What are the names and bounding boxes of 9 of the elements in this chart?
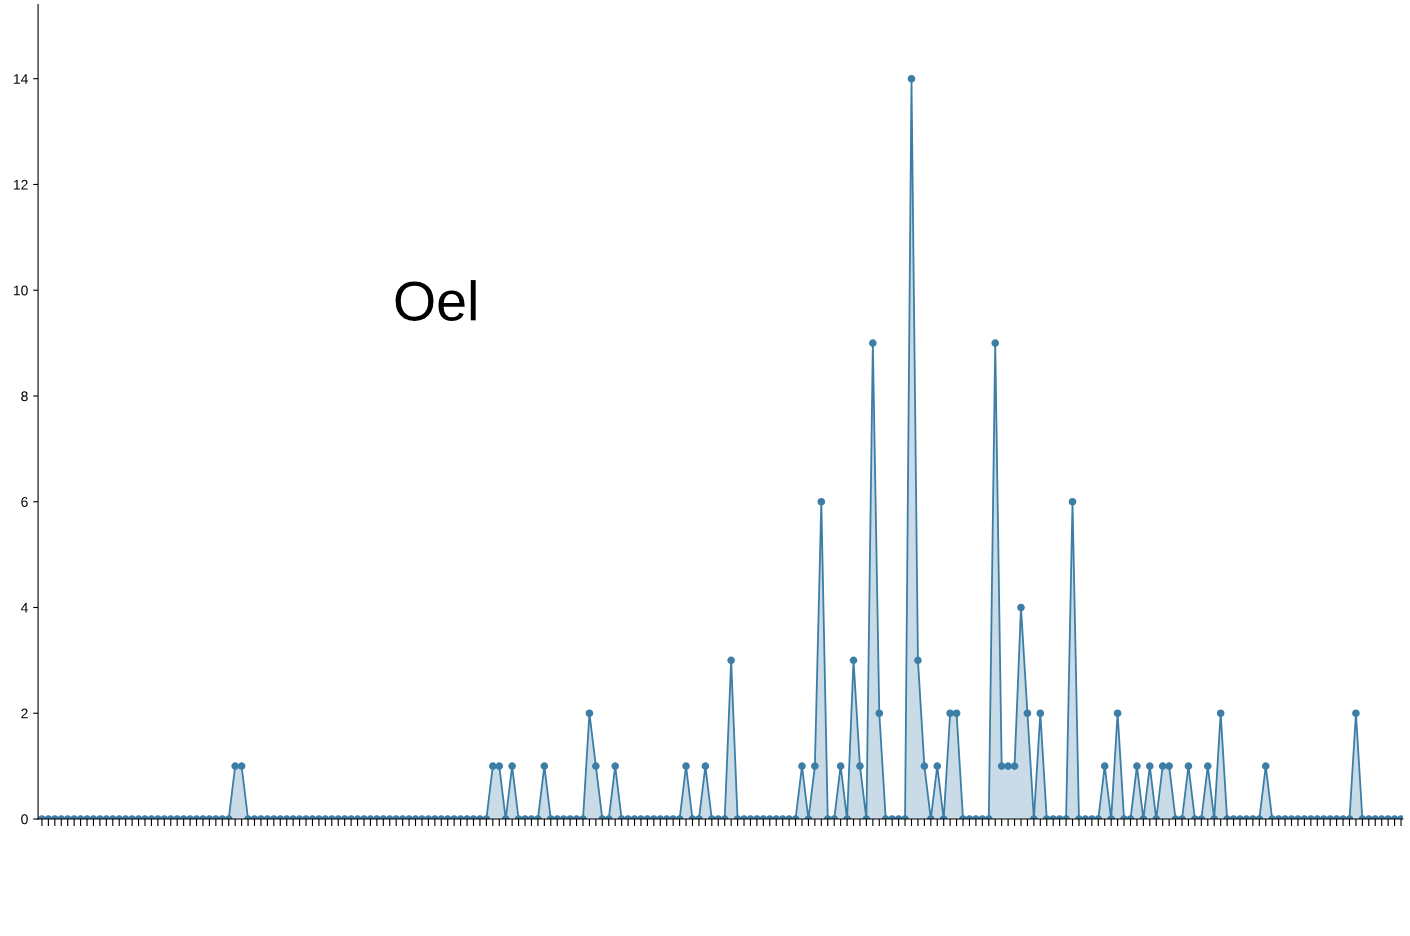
y-tick-label: 14: [13, 74, 28, 84]
y-tick-label: 12: [13, 179, 28, 190]
y-tick-label: 0: [21, 814, 28, 825]
y-tick-label: 6: [21, 497, 28, 507]
text: Oel: [395, 280, 476, 321]
y-tick-label: 8: [21, 391, 28, 402]
y-tick-label: 4: [20, 602, 28, 613]
y-tick-label: 2: [21, 708, 28, 719]
y-tick-label: 10: [13, 285, 28, 296]
